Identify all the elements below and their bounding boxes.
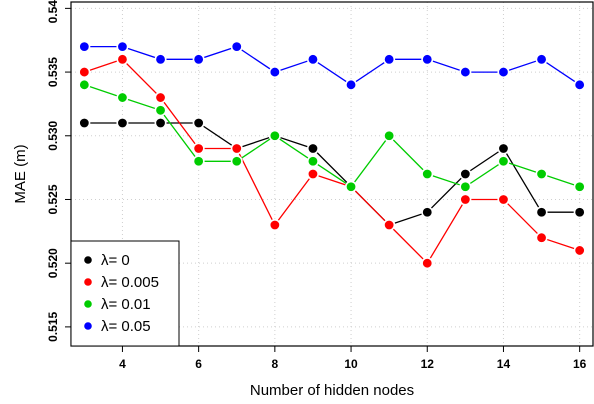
- data-point: [421, 168, 434, 181]
- data-point: [268, 218, 281, 231]
- data-point: [345, 78, 358, 91]
- data-point: [383, 129, 396, 142]
- data-point: [78, 78, 91, 91]
- data-point: [116, 91, 129, 104]
- x-tick-label: 16: [573, 357, 587, 371]
- data-point: [268, 66, 281, 79]
- legend-marker: [84, 322, 92, 330]
- legend-label: λ= 0: [101, 252, 130, 269]
- data-point: [421, 53, 434, 66]
- series-3: [78, 40, 586, 91]
- data-point: [230, 40, 243, 53]
- data-point: [230, 142, 243, 155]
- data-point: [573, 206, 586, 219]
- data-point: [459, 168, 472, 181]
- data-point: [116, 40, 129, 53]
- series-line: [84, 45, 581, 86]
- y-tick-label: 0.520: [46, 248, 60, 278]
- y-axis: 0.515 0.520 0.525 0.530 0.535 0.540: [46, 0, 71, 342]
- legend-label: λ= 0.05: [101, 318, 151, 335]
- series-line: [84, 58, 580, 265]
- x-axis: 4 6 8 10 12 14 16: [119, 346, 587, 371]
- data-point: [306, 155, 319, 168]
- y-tick-label: 0.515: [46, 312, 60, 342]
- data-point: [306, 142, 319, 155]
- legend-marker: [84, 278, 92, 286]
- data-point: [459, 193, 472, 206]
- data-point: [535, 231, 548, 244]
- data-point: [116, 117, 129, 130]
- data-point: [306, 168, 319, 181]
- y-tick-label: 0.530: [46, 120, 60, 150]
- x-axis-title: Number of hidden nodes: [250, 382, 414, 399]
- data-point: [192, 117, 205, 130]
- data-point: [345, 180, 358, 193]
- series-line: [84, 84, 580, 188]
- data-point: [154, 104, 167, 117]
- legend-marker: [84, 300, 92, 308]
- data-point: [573, 244, 586, 257]
- data-point: [192, 155, 205, 168]
- data-point: [192, 142, 205, 155]
- data-point: [535, 53, 548, 66]
- data-point: [268, 129, 281, 142]
- series-layer: [78, 40, 586, 270]
- legend-marker: [84, 256, 92, 264]
- x-tick-label: 14: [497, 357, 511, 371]
- series-line: [84, 122, 580, 226]
- data-point: [573, 180, 586, 193]
- data-point: [383, 53, 396, 66]
- y-tick-label: 0.540: [46, 0, 60, 23]
- data-point: [383, 218, 396, 231]
- data-point: [116, 53, 129, 66]
- data-point: [497, 193, 510, 206]
- x-tick-label: 4: [119, 357, 126, 371]
- x-tick-label: 6: [195, 357, 202, 371]
- data-point: [497, 66, 510, 79]
- legend-label: λ= 0.01: [101, 296, 151, 313]
- data-point: [573, 78, 586, 91]
- data-point: [459, 180, 472, 193]
- plot-frame: [70, 1, 594, 347]
- x-tick-label: 10: [344, 357, 358, 371]
- data-point: [78, 40, 91, 53]
- data-point: [497, 155, 510, 168]
- data-point: [154, 91, 167, 104]
- data-point: [421, 257, 434, 270]
- data-point: [421, 206, 434, 219]
- x-tick-label: 12: [421, 357, 435, 371]
- data-point: [154, 53, 167, 66]
- data-point: [535, 168, 548, 181]
- series-2: [78, 78, 586, 193]
- data-point: [78, 117, 91, 130]
- x-tick-label: 8: [272, 357, 279, 371]
- y-axis-title: MAE (m): [12, 144, 29, 203]
- data-point: [192, 53, 205, 66]
- data-point: [459, 66, 472, 79]
- data-point: [230, 155, 243, 168]
- data-point: [154, 117, 167, 130]
- data-point: [78, 66, 91, 79]
- data-point: [306, 53, 319, 66]
- legend-label: λ= 0.005: [101, 274, 159, 291]
- data-point: [497, 142, 510, 155]
- legend: λ= 0 λ= 0.005 λ= 0.01 λ= 0.05: [70, 240, 180, 347]
- y-tick-label: 0.535: [46, 57, 60, 87]
- data-point: [535, 206, 548, 219]
- y-tick-label: 0.525: [46, 184, 60, 214]
